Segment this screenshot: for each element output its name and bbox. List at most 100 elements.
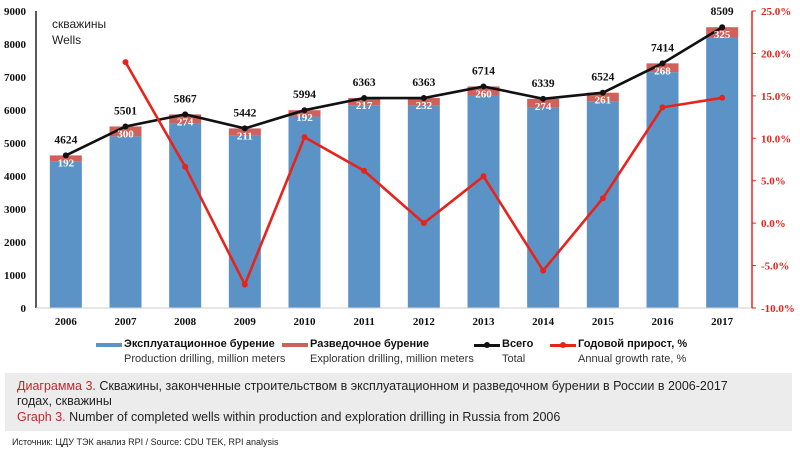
- legend-marker-growth: [560, 342, 566, 348]
- legend-label-ru: Всего: [502, 338, 534, 350]
- marker-growth: [599, 195, 606, 202]
- labels-layer: 192 300 274 211 192 217 232 260 274 261 268 325 4624…: [54, 6, 734, 169]
- bar-exploration: [109, 126, 142, 137]
- left-axis-tick-label: 1000: [4, 270, 27, 282]
- legend-swatch-production: [96, 343, 122, 347]
- bar-exploration: [348, 98, 381, 106]
- legend-marker-total: [484, 342, 490, 348]
- data-label-total: 5994: [293, 89, 316, 101]
- x-axis-tick-label: 2015: [592, 316, 615, 328]
- bar-production: [586, 101, 619, 308]
- x-axis-tick-label: 2013: [473, 316, 496, 328]
- left-axis-tick-label: 3000: [4, 204, 27, 216]
- right-axis-tick-label: -10.0%: [761, 303, 795, 315]
- right-axis-tick-label: 5.0%: [761, 176, 786, 188]
- bar-exploration: [228, 128, 261, 136]
- data-label-total: 8509: [711, 6, 734, 18]
- bar-exploration: [49, 155, 82, 162]
- data-label-total: 6714: [472, 65, 495, 77]
- left-axis-tick-label: 8000: [4, 39, 27, 51]
- bar-production: [646, 72, 679, 308]
- data-label-total: 6524: [591, 72, 614, 84]
- marker-growth: [182, 163, 189, 170]
- right-axis-tick-label: 0.0%: [761, 218, 786, 230]
- bar-production: [49, 161, 82, 308]
- legend-label-ru: Эксплуатационное бурение: [124, 338, 275, 350]
- marker-total: [719, 24, 726, 31]
- caption-en-prefix: Graph 3.: [17, 410, 66, 424]
- x-axis-tick-label: 2014: [532, 316, 555, 328]
- marker-growth: [122, 59, 129, 66]
- left-axis-tick-label: 0: [21, 303, 27, 315]
- marker-growth: [361, 167, 368, 174]
- caption-ru-text: Скважины, законченные строительством в э…: [95, 379, 728, 393]
- bar-production: [467, 95, 500, 308]
- data-label-exploration: 232: [416, 100, 433, 112]
- data-label-exploration: 217: [356, 100, 373, 112]
- bar-production: [288, 116, 321, 308]
- x-axis-tick-label: 2009: [234, 316, 257, 328]
- data-label-total: 6363: [353, 77, 376, 89]
- marker-growth: [420, 220, 427, 227]
- x-axis-tick-label: 2010: [294, 316, 317, 328]
- marker-growth: [241, 281, 248, 288]
- legend-label-ru: Годовой прирост, %: [578, 338, 688, 350]
- caption-en-text: Number of completed wells within product…: [65, 410, 561, 424]
- caption-en-line: Graph 3. Number of completed wells withi…: [17, 410, 560, 425]
- data-label-total: 5867: [174, 93, 197, 105]
- marker-total: [599, 89, 606, 96]
- marker-total: [420, 95, 427, 102]
- left-axis-tick-label: 6000: [4, 105, 27, 117]
- marker-growth: [719, 94, 726, 101]
- line-total: [65, 26, 723, 157]
- bar-production: [228, 135, 261, 308]
- right-axis-tick-label: 25.0%: [761, 6, 791, 18]
- bar-exploration: [527, 98, 560, 108]
- source-note: Источник: ЦДУ ТЭК анализ RPI / Source: C…: [12, 437, 279, 447]
- x-axis-tick-label: 2017: [711, 316, 734, 328]
- right-axis-tick-label: 20.0%: [761, 48, 791, 60]
- data-label-exploration: 192: [296, 112, 313, 124]
- left-axis-tick-label: 5000: [4, 138, 27, 150]
- chart: 0 1000 2000 3000 4000 5000 6000 7000 8000 9000 -10…: [4, 6, 795, 328]
- data-label-exploration: 192: [58, 157, 75, 169]
- data-label-total: 6363: [412, 77, 435, 89]
- marker-total: [361, 95, 368, 102]
- marker-total: [182, 111, 189, 118]
- marker-total: [241, 125, 248, 132]
- bar-production: [348, 105, 381, 308]
- bar-exploration: [706, 27, 739, 38]
- bar-production: [109, 136, 142, 308]
- marker-total: [301, 107, 308, 114]
- right-axis-tick-label: 10.0%: [761, 133, 791, 145]
- x-axis-tick-label: 2011: [353, 316, 374, 328]
- data-label-exploration: 268: [654, 65, 671, 77]
- data-label-exploration: 300: [117, 128, 134, 140]
- bar-exploration: [169, 114, 202, 124]
- left-axis-tick-label: 4000: [4, 171, 27, 183]
- caption-ru-line2: годах, скважины: [17, 394, 112, 408]
- legend-label-en: Exploration drilling, million meters: [310, 353, 474, 365]
- legend-label-en: Total: [502, 353, 526, 365]
- bar-exploration: [407, 98, 440, 106]
- left-axis-tick-label: 9000: [4, 6, 27, 18]
- left-axis-tick-label: 2000: [4, 237, 27, 249]
- data-label-total: 7414: [651, 42, 674, 54]
- legend: Эксплуатационное бурение Production dril…: [0, 338, 800, 368]
- bar-exploration: [467, 86, 500, 96]
- marker-total: [122, 123, 129, 130]
- x-axis-tick-label: 2012: [413, 316, 436, 328]
- bars-layer: [49, 27, 739, 308]
- bar-exploration: [646, 63, 679, 73]
- left-axis-tick-label: 7000: [4, 72, 27, 84]
- marker-total: [540, 95, 547, 102]
- legend-label-ru: Разведочное бурение: [310, 338, 429, 350]
- data-label-exploration: 211: [237, 130, 253, 142]
- data-label-total: 6339: [532, 78, 555, 90]
- bar-exploration: [586, 92, 619, 102]
- marker-growth: [480, 173, 487, 180]
- right-axis-tick-label: -5.0%: [761, 261, 789, 273]
- caption-box: Диаграмма 3. Скважины, законченные строи…: [5, 373, 792, 431]
- x-axis-tick-label: 2016: [652, 316, 675, 328]
- legend-label-en: Annual growth rate, %: [578, 353, 687, 365]
